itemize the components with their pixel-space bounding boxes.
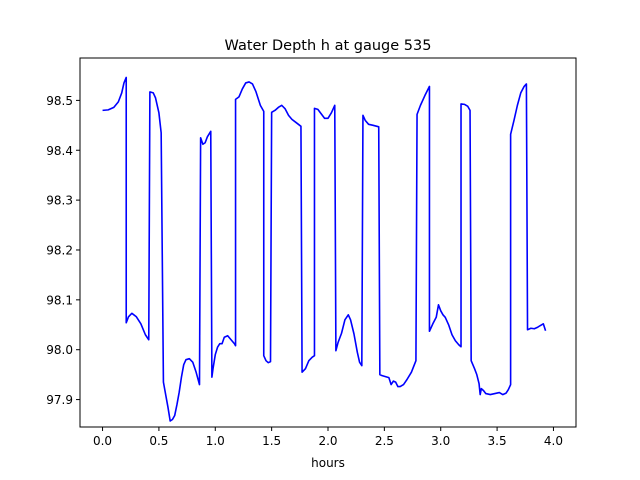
x-tick-label: 1.0 [206, 434, 225, 448]
y-tick-label: 98.3 [46, 194, 73, 208]
y-tick-label: 98.0 [46, 343, 73, 357]
x-tick-label: 0.5 [149, 434, 168, 448]
y-tick-label: 98.4 [46, 144, 73, 158]
x-tick-label: 3.0 [431, 434, 450, 448]
y-axis: 97.9 98.0 98.1 98.2 98.3 98.4 98.5 [46, 94, 80, 407]
y-tick-label: 97.9 [46, 393, 73, 407]
x-axis: 0.0 0.5 1.0 1.5 2.0 2.5 3.0 3.5 4.0 [93, 427, 563, 448]
x-tick-label: 3.5 [488, 434, 507, 448]
y-tick-label: 98.1 [46, 293, 73, 307]
y-tick-label: 98.2 [46, 243, 73, 257]
x-tick-label: 1.5 [262, 434, 281, 448]
chart-title: Water Depth h at gauge 535 [225, 38, 432, 54]
x-tick-label: 4.0 [544, 434, 563, 448]
series-line-water-depth [102, 76, 547, 422]
x-tick-label: 2.0 [318, 434, 337, 448]
x-tick-label: 0.0 [93, 434, 112, 448]
x-tick-label: 2.5 [375, 434, 394, 448]
y-tick-label: 98.5 [46, 94, 73, 108]
x-axis-label: hours [311, 456, 345, 470]
